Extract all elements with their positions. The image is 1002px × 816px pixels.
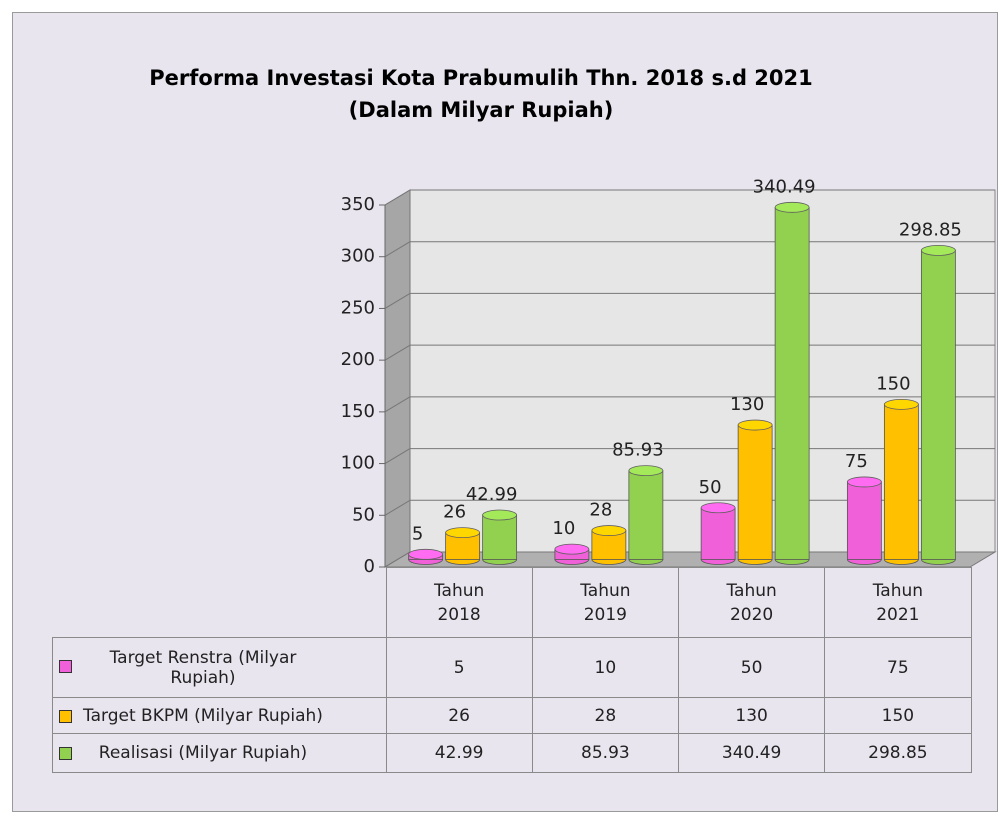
value-cell: 26 bbox=[385, 697, 533, 734]
data-label: 150 bbox=[876, 373, 910, 394]
x-tick-label: Tahun 2018 bbox=[433, 580, 485, 625]
bar-top bbox=[408, 548, 444, 560]
data-label: 26 bbox=[443, 502, 466, 523]
x-tick-label: Tahun 2021 bbox=[872, 580, 924, 625]
legend-label: Target BKPM (Milyar Rupiah) bbox=[83, 705, 323, 726]
bar bbox=[774, 206, 810, 560]
bar-top bbox=[846, 476, 882, 488]
value-cell: 130 bbox=[677, 697, 826, 734]
legend-cell: Target Renstra (Milyar Rupiah) bbox=[52, 637, 387, 698]
bar-top bbox=[591, 525, 627, 536]
y-tick-label: 250 bbox=[341, 297, 375, 318]
bar-top bbox=[700, 502, 736, 514]
side-wall bbox=[384, 189, 411, 568]
y-tick-label: 50 bbox=[352, 504, 375, 525]
bar bbox=[883, 403, 919, 560]
value-cell: 10 bbox=[531, 637, 680, 698]
y-tick-label: 300 bbox=[341, 246, 375, 267]
value-cell: 150 bbox=[824, 697, 972, 734]
grid-line bbox=[384, 448, 411, 465]
legend-label: Realisasi (Milyar Rupiah) bbox=[98, 743, 308, 763]
category-cell: Tahun 2021 bbox=[824, 567, 972, 638]
blank-cell bbox=[53, 568, 387, 638]
y-tick-label: 0 bbox=[364, 556, 375, 577]
bar bbox=[628, 470, 664, 560]
bar bbox=[737, 424, 773, 560]
legend-cell: Target BKPM (Milyar Rupiah) bbox=[52, 697, 387, 734]
legend-label: Target Renstra (Milyar Rupiah) bbox=[109, 647, 297, 688]
value-cell: 340.49 bbox=[677, 733, 826, 773]
table-header-row: Tahun 2018 Tahun 2019 Tahun 2020 Tahun 2021 bbox=[53, 567, 972, 638]
bar-top bbox=[774, 201, 810, 213]
chart-title: Performa Investasi Kota Prabumulih Thn. … bbox=[149, 66, 812, 90]
data-label: 42.99 bbox=[466, 484, 518, 505]
data-label: 10 bbox=[552, 518, 575, 539]
value-cell: 298.85 bbox=[824, 733, 972, 773]
x-tick-label: Tahun 2020 bbox=[726, 580, 777, 625]
legend-swatch bbox=[59, 747, 72, 760]
data-label: 340.49 bbox=[753, 176, 816, 197]
grid-line bbox=[384, 189, 411, 206]
bar bbox=[482, 514, 518, 560]
data-label: 28 bbox=[589, 500, 612, 521]
grid-line bbox=[384, 551, 411, 568]
bar bbox=[700, 507, 736, 560]
grid-line bbox=[384, 499, 411, 516]
category-cell: Tahun 2019 bbox=[531, 567, 680, 638]
bar-top bbox=[883, 398, 919, 410]
value-cell: 85.93 bbox=[531, 733, 680, 773]
bar-top bbox=[445, 527, 481, 539]
value-cell: 42.99 bbox=[385, 733, 533, 773]
data-label: 5 bbox=[412, 523, 423, 544]
bar-top bbox=[628, 465, 664, 477]
category-cell: Tahun 2020 bbox=[677, 567, 826, 638]
table-row: Realisasi (Milyar Rupiah) 42.99 85.93 340.4… bbox=[52, 733, 972, 773]
bar bbox=[920, 250, 956, 560]
grid-line bbox=[384, 344, 411, 361]
bar-top bbox=[920, 245, 956, 256]
y-tick-label: 350 bbox=[341, 194, 375, 215]
legend-cell: Realisasi (Milyar Rupiah) bbox=[52, 733, 387, 773]
bar bbox=[846, 481, 882, 560]
value-cell: 50 bbox=[677, 637, 826, 698]
legend-swatch bbox=[59, 659, 72, 673]
category-cell: Tahun 2018 bbox=[385, 567, 533, 638]
x-tick-label: Tahun 2019 bbox=[580, 580, 631, 625]
bar-top bbox=[482, 509, 518, 521]
data-label: 298.85 bbox=[899, 219, 962, 240]
grid-line bbox=[384, 396, 411, 413]
table-row: Target BKPM (Milyar Rupiah) 26 28 130 150 bbox=[52, 697, 972, 734]
bar-top bbox=[554, 543, 590, 555]
value-cell: 5 bbox=[385, 637, 533, 698]
data-label: 75 bbox=[845, 451, 868, 472]
y-tick-label: 100 bbox=[341, 453, 375, 474]
grid-line bbox=[384, 292, 411, 309]
data-table: Tahun 2018 Tahun 2019 Tahun 2020 Tahun 2021… bbox=[52, 567, 972, 773]
value-cell: 28 bbox=[531, 697, 680, 734]
legend-swatch bbox=[59, 709, 72, 723]
grid-line bbox=[384, 241, 411, 258]
y-tick-label: 200 bbox=[341, 349, 375, 370]
table-row: Target Renstra (Milyar Rupiah) 5 10 50 75 bbox=[52, 637, 972, 698]
data-label: 50 bbox=[699, 477, 722, 498]
bar-top bbox=[737, 419, 773, 431]
chart-subtitle: (Dalam Milyar Rupiah) bbox=[349, 98, 614, 122]
y-tick-label: 150 bbox=[341, 401, 375, 422]
data-label: 85.93 bbox=[612, 440, 664, 461]
value-cell: 75 bbox=[824, 637, 972, 698]
data-label: 130 bbox=[730, 394, 764, 415]
